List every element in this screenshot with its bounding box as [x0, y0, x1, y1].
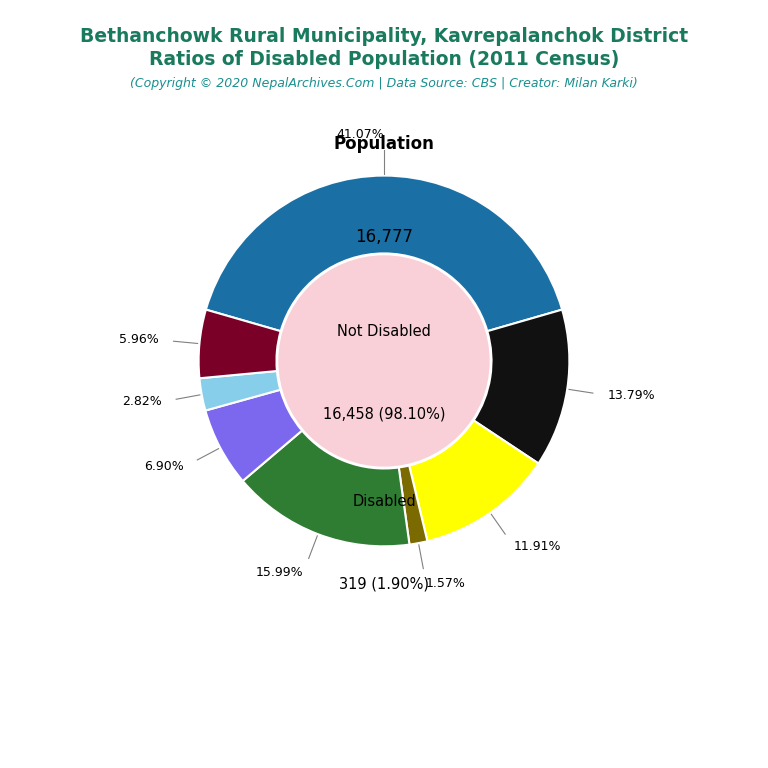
Text: Disabled: Disabled [352, 495, 416, 509]
Wedge shape [200, 371, 280, 411]
Text: Bethanchowk Rural Municipality, Kavrepalanchok District: Bethanchowk Rural Municipality, Kavrepal… [80, 27, 688, 46]
Circle shape [278, 255, 490, 467]
Text: 11.91%: 11.91% [514, 540, 561, 553]
Text: Population: Population [333, 135, 435, 153]
Text: 5.96%: 5.96% [119, 333, 159, 346]
Wedge shape [409, 420, 538, 541]
Text: 16,458 (98.10%): 16,458 (98.10%) [323, 406, 445, 421]
Text: Not Disabled: Not Disabled [337, 324, 431, 339]
Text: Ratios of Disabled Population (2011 Census): Ratios of Disabled Population (2011 Cens… [149, 50, 619, 69]
Text: 13.79%: 13.79% [607, 389, 655, 402]
Wedge shape [399, 465, 428, 545]
Text: 1.57%: 1.57% [426, 577, 466, 590]
Wedge shape [199, 310, 280, 379]
Text: 6.90%: 6.90% [144, 460, 184, 473]
Wedge shape [206, 176, 562, 331]
Wedge shape [474, 310, 569, 463]
Wedge shape [205, 389, 302, 481]
Text: 16,777: 16,777 [355, 229, 413, 247]
Text: 2.82%: 2.82% [122, 396, 161, 409]
Text: 319 (1.90%): 319 (1.90%) [339, 576, 429, 591]
Text: 15.99%: 15.99% [256, 566, 303, 579]
Text: (Copyright © 2020 NepalArchives.Com | Data Source: CBS | Creator: Milan Karki): (Copyright © 2020 NepalArchives.Com | Da… [130, 77, 638, 90]
Text: 41.07%: 41.07% [336, 128, 384, 141]
Wedge shape [243, 431, 409, 546]
